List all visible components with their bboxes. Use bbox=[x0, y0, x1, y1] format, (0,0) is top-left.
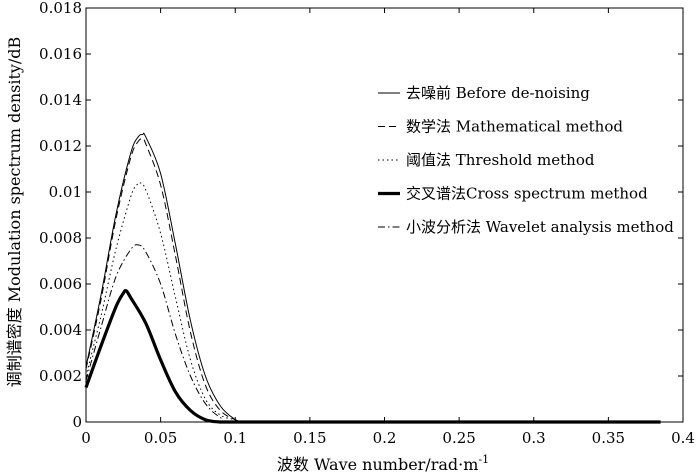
x-axis-title-text: 波数 Wave number/rad·m bbox=[277, 455, 479, 474]
series-line-2 bbox=[85, 138, 661, 423]
legend-entry-2: 数学法 Mathematical method bbox=[378, 118, 623, 136]
series-line-1 bbox=[85, 132, 661, 423]
y-tick-label: 0.01 bbox=[49, 183, 82, 201]
x-tick-label: 0.2 bbox=[373, 429, 397, 447]
y-tick-label: 0.006 bbox=[39, 275, 82, 293]
legend-entry-4: 交叉谱法Cross spectrum method bbox=[378, 185, 648, 203]
legend-entry-1: 去噪前 Before de-noising bbox=[378, 84, 590, 102]
x-tick-label: 0.15 bbox=[293, 429, 326, 447]
legend-label: 交叉谱法Cross spectrum method bbox=[406, 185, 648, 203]
legend-entry-3: 阈值法 Threshold method bbox=[378, 151, 595, 169]
x-tick-label: 0.05 bbox=[144, 429, 177, 447]
x-axis-title-superscript: -1 bbox=[478, 453, 489, 466]
series-line-3 bbox=[85, 182, 661, 423]
y-tick-label: 0.004 bbox=[39, 321, 82, 339]
y-tick-label: 0.018 bbox=[39, 0, 82, 17]
y-tick-label: 0.012 bbox=[39, 137, 82, 155]
x-axis-title: 波数 Wave number/rad·m-1 bbox=[277, 453, 489, 474]
legend-entry-5: 小波分析法 Wavelet analysis method bbox=[378, 218, 674, 236]
y-tick-label: 0.014 bbox=[39, 91, 82, 109]
y-tick-label: 0.016 bbox=[39, 45, 82, 63]
plot-frame bbox=[85, 7, 684, 423]
x-tick-label: 0 bbox=[81, 429, 91, 447]
series-line-4 bbox=[84, 288, 661, 424]
x-tick-label: 0.3 bbox=[522, 429, 546, 447]
legend-label: 去噪前 Before de-noising bbox=[406, 84, 590, 102]
y-axis-title: 调制谱密度 Modulation spectrum density/dB bbox=[5, 37, 24, 388]
legend-label: 阈值法 Threshold method bbox=[406, 151, 595, 169]
y-tick-label: 0 bbox=[72, 413, 82, 431]
legend-label: 小波分析法 Wavelet analysis method bbox=[406, 218, 674, 236]
x-tick-label: 0.25 bbox=[442, 429, 475, 447]
series-layer bbox=[84, 132, 661, 424]
y-tick-label: 0.002 bbox=[39, 367, 82, 385]
y-tick-label: 0.008 bbox=[39, 229, 82, 247]
legend: 去噪前 Before de-noising 数学法 Mathematical me… bbox=[378, 84, 674, 236]
legend-label: 数学法 Mathematical method bbox=[406, 118, 623, 136]
x-tick-label: 0.1 bbox=[223, 429, 247, 447]
series-line-5 bbox=[85, 244, 661, 423]
x-tick-label: 0.4 bbox=[671, 429, 695, 447]
plot-area bbox=[85, 7, 684, 423]
x-tick-label: 0.35 bbox=[592, 429, 625, 447]
axes-layer: 0 0.05 0.1 0.15 0.2 0.25 0.3 0.35 0.4 0 0.002 0.004… bbox=[39, 0, 695, 447]
